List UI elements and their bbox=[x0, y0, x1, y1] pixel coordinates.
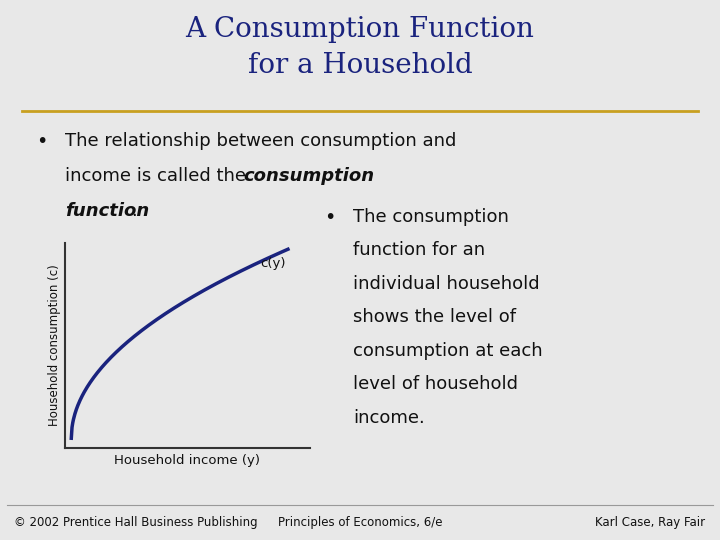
Y-axis label: Household consumption (c): Household consumption (c) bbox=[48, 265, 60, 427]
Text: individual household: individual household bbox=[353, 275, 539, 293]
Text: consumption at each: consumption at each bbox=[353, 342, 542, 360]
Text: consumption: consumption bbox=[243, 167, 374, 185]
Text: income.: income. bbox=[353, 409, 425, 427]
X-axis label: Household income (y): Household income (y) bbox=[114, 454, 260, 467]
Text: .: . bbox=[131, 202, 137, 220]
Text: The consumption: The consumption bbox=[353, 208, 508, 226]
Text: shows the level of: shows the level of bbox=[353, 308, 516, 326]
Text: level of household: level of household bbox=[353, 375, 518, 393]
Text: •: • bbox=[324, 208, 336, 227]
Text: function: function bbox=[65, 202, 149, 220]
Text: Principles of Economics, 6/e: Principles of Economics, 6/e bbox=[278, 516, 442, 529]
Text: c(y): c(y) bbox=[260, 258, 285, 271]
Text: Karl Case, Ray Fair: Karl Case, Ray Fair bbox=[595, 516, 706, 529]
Text: income is called the: income is called the bbox=[65, 167, 251, 185]
Text: •: • bbox=[36, 132, 48, 151]
Text: A Consumption Function
for a Household: A Consumption Function for a Household bbox=[186, 16, 534, 79]
Text: © 2002 Prentice Hall Business Publishing: © 2002 Prentice Hall Business Publishing bbox=[14, 516, 258, 529]
Text: The relationship between consumption and: The relationship between consumption and bbox=[65, 132, 456, 150]
Text: function for an: function for an bbox=[353, 241, 485, 259]
